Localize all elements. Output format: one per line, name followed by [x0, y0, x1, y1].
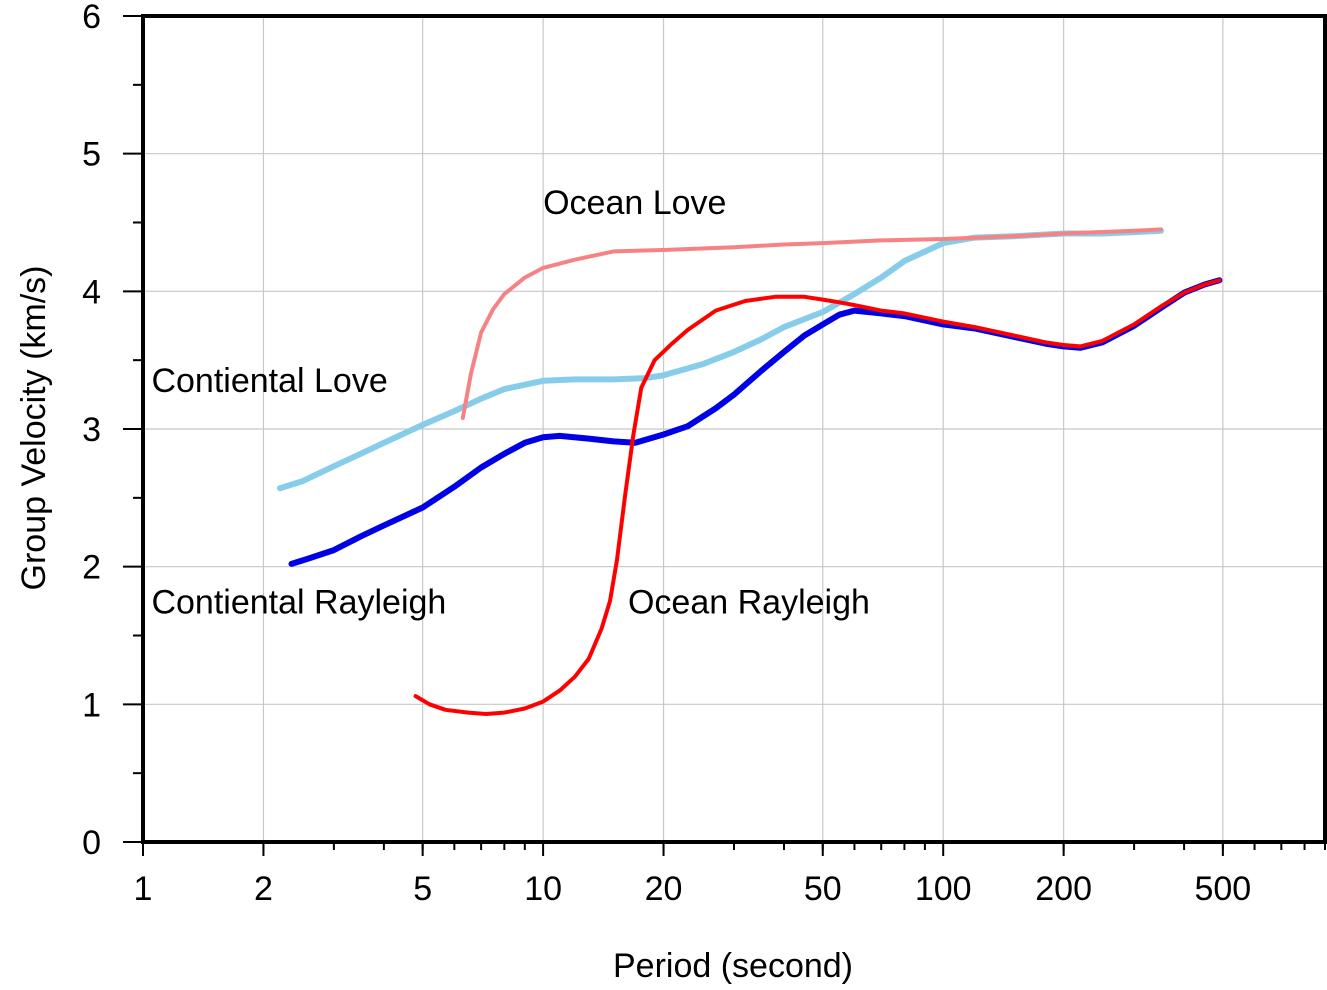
x-tick-label: 20	[645, 870, 683, 908]
series-line-ocean-rayleigh	[413, 278, 1222, 716]
x-tick-label: 2	[254, 870, 273, 908]
x-tick-label: 50	[804, 870, 842, 908]
x-tick-label: 1	[134, 870, 153, 908]
y-tick-label: 0	[82, 824, 101, 862]
series-label-ocean-rayleigh: Ocean Rayleigh	[628, 583, 870, 621]
y-tick-label: 5	[82, 136, 101, 174]
y-tick-label: 2	[82, 549, 101, 587]
y-tick-label: 1	[82, 686, 101, 724]
y-tick-label: 4	[82, 273, 101, 311]
x-tick-label: 200	[1035, 870, 1092, 908]
x-tick-label: 5	[413, 870, 432, 908]
x-tick-label: 10	[524, 870, 562, 908]
y-tick-label: 3	[82, 411, 101, 449]
series-label-contiental-rayleigh: Contiental Rayleigh	[151, 583, 446, 621]
series-labels: Contiental Love Ocean Love Contiental Rayl…	[151, 184, 869, 621]
series-lines	[277, 227, 1223, 716]
series-label-contiental-love: Contiental Love	[151, 362, 387, 400]
series-line-ocean-love	[460, 227, 1163, 420]
series-line-contiental-love	[277, 227, 1164, 492]
x-tick-label: 500	[1194, 870, 1251, 908]
y-axis-title: Group Velocity (km/s)	[15, 266, 53, 591]
series-label-ocean-love: Ocean Love	[543, 184, 726, 222]
grid	[142, 15, 1325, 843]
y-tick-label: 6	[82, 0, 101, 36]
x-axis-title: Period (second)	[613, 947, 853, 985]
x-tick-label: 100	[915, 870, 972, 908]
